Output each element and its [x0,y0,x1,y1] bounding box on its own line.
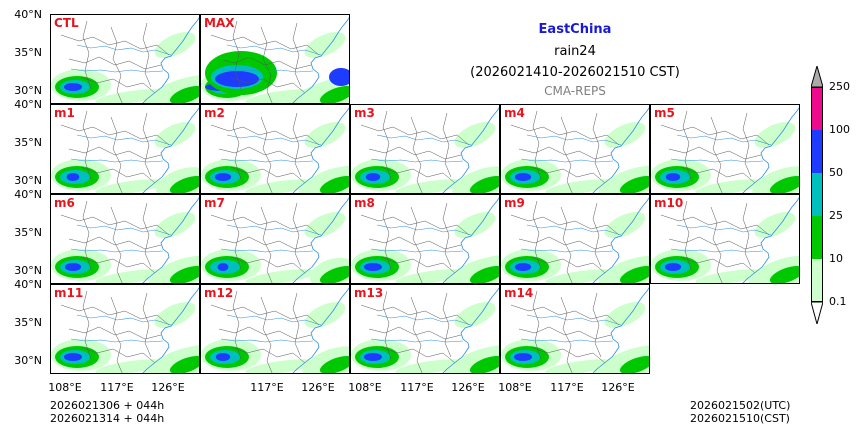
colorbar-top-arrow [811,66,823,87]
x-tick-label: 108°E [48,381,82,394]
map-panel-m4: m4 [500,104,650,194]
region-title: EastChina [538,22,612,37]
map-panel-m3: m3 [350,104,500,194]
panel-label: m6 [54,196,75,210]
precip-map [501,197,649,283]
source-title: CMA-REPS [544,84,606,98]
precip-map [51,107,199,193]
panel-label: m14 [504,286,534,300]
variable-title: rain24 [554,44,596,59]
x-tick-label: 126°E [451,381,485,394]
x-tick-label: 117°E [250,381,284,394]
valid-time-utc: 2026021502(UTC) [690,399,791,412]
colorbar-label: 25 [829,209,843,222]
panel-label: MAX [204,16,235,30]
panel-label: m7 [204,196,225,210]
colorbar-segment-10-25 [811,216,823,259]
valid-time-cst: 2026021510(CST) [690,412,790,425]
map-panel-m2: m2 [200,104,350,194]
precip-map [51,17,199,103]
period-title: (2026021410-2026021510 CST) [470,65,680,80]
y-tick-label: 35°N [14,46,42,59]
panel-label: m10 [654,196,684,210]
colorbar-label: 250 [829,80,850,93]
y-tick-label: 30°N [14,354,42,367]
precip-map [501,287,649,373]
y-tick-label: 40°N [14,8,42,21]
precip-map [51,287,199,373]
panel-label: m12 [204,286,234,300]
panel-label: m5 [654,106,675,120]
map-panel-max: MAX [200,14,350,104]
precip-map [201,197,349,283]
map-panel-m12: m12 [200,284,350,374]
x-tick-label: 126°E [601,381,635,394]
colorbar-segment-100-250 [811,87,823,130]
colorbar-segment-0.1-10 [811,259,823,302]
precip-map [201,107,349,193]
colorbar-bottom-arrow [811,302,823,324]
x-tick-label: 108°E [348,381,382,394]
panel-label: CTL [54,16,79,30]
panel-label: m9 [504,196,525,210]
precip-map [51,197,199,283]
map-panel-m13: m13 [350,284,500,374]
y-tick-label: 30°N [14,174,42,187]
precip-map [651,197,799,283]
colorbar-label: 100 [829,123,850,136]
y-tick-label: 35°N [14,316,42,329]
precip-map [651,107,799,193]
precip-map [351,107,499,193]
x-tick-label: 126°E [301,381,335,394]
colorbar-label: 50 [829,166,843,179]
panel-label: m4 [504,106,525,120]
panel-label: m3 [354,106,375,120]
colorbar-label: 0.1 [829,295,847,308]
y-tick-label: 35°N [14,136,42,149]
valid-time-info: 2026021502(UTC) 2026021510(CST) [690,399,790,425]
precip-map [201,287,349,373]
colorbar-segment-25-50 [811,173,823,216]
x-tick-label: 117°E [100,381,134,394]
y-tick-label: 30°N [14,84,42,97]
map-panel-ctl: CTL [50,14,200,104]
precip-map [201,17,349,103]
map-panel-m5: m5 [650,104,800,194]
panel-label: m1 [54,106,75,120]
init-time-line-1: 2026021306 + 044h [50,399,165,412]
y-tick-label: 35°N [14,226,42,239]
panel-label: m13 [354,286,384,300]
panel-label: m11 [54,286,84,300]
init-time-info: 2026021306 + 044h 2026021314 + 044h [50,399,164,425]
colorbar-label: 10 [829,252,843,265]
map-panel-m10: m10 [650,194,800,284]
x-tick-label: 117°E [400,381,434,394]
map-panel-m6: m6 [50,194,200,284]
precip-map [351,197,499,283]
map-panel-m1: m1 [50,104,200,194]
map-panel-m7: m7 [200,194,350,284]
map-panel-m14: m14 [500,284,650,374]
map-panel-m9: m9 [500,194,650,284]
x-tick-label: 117°E [550,381,584,394]
panel-label: m8 [354,196,375,210]
colorbar-segment-50-100 [811,130,823,173]
precip-map [501,107,649,193]
init-time-line-2: 2026021314 + 044h [50,412,165,425]
map-panel-m11: m11 [50,284,200,374]
map-panel-m8: m8 [350,194,500,284]
x-tick-label: 126°E [151,381,185,394]
y-tick-label: 40°N [14,98,42,111]
y-tick-label: 40°N [14,278,42,291]
precip-map [351,287,499,373]
x-tick-label: 108°E [498,381,532,394]
panel-label: m2 [204,106,225,120]
y-tick-label: 30°N [14,264,42,277]
y-tick-label: 40°N [14,188,42,201]
